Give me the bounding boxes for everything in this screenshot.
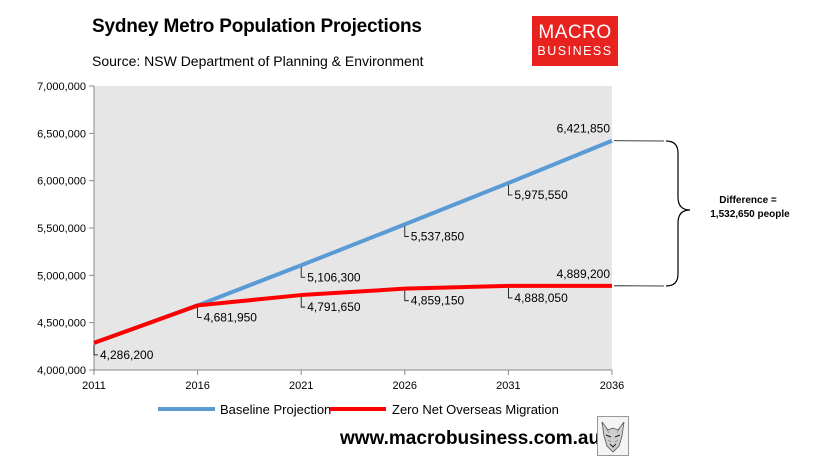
legend-label-zero-nom: Zero Net Overseas Migration: [392, 402, 559, 417]
logo-line-1: MACRO: [538, 22, 612, 43]
x-tick-label: 2031: [496, 380, 520, 392]
y-tick-label: 4,000,000: [37, 365, 86, 377]
wolf-logo-icon: [597, 416, 629, 456]
logo-line-2: BUSINESS: [537, 44, 613, 58]
zero-nom-data-label-2021-leader: [300, 297, 306, 308]
legend: Baseline Projection Zero Net Overseas Mi…: [158, 402, 559, 417]
x-tick-label: 2036: [600, 380, 624, 392]
x-tick-label: 2021: [289, 380, 313, 392]
difference-annotation-line-2: 1,532,650 people: [710, 209, 790, 220]
y-tick-label: 6,500,000: [37, 128, 86, 140]
series-layer: [93, 138, 613, 345]
website-url: www.macrobusiness.com.au: [340, 428, 601, 449]
plot-area: [94, 86, 612, 370]
legend-label-baseline: Baseline Projection: [220, 402, 331, 417]
zero-nom-data-label-2031: 4,888,050: [514, 291, 568, 305]
zero-nom-data-label-2026-leader: [404, 290, 409, 302]
zero-nom-data-label-2036: 4,889,200: [557, 267, 611, 281]
difference-annotation-line-1: Difference =: [719, 195, 777, 206]
baseline-data-label-2021: 5,106,300: [307, 270, 361, 284]
zero-nom-data-label-2011-leader: [93, 344, 98, 356]
zero-nom-data-label-2016: 4,681,950: [204, 310, 258, 324]
x-tick-label: 2016: [185, 380, 209, 392]
baseline-data-label-2031: 5,975,550: [514, 188, 568, 202]
difference-brace: [665, 140, 691, 287]
y-axis: 4,000,000 4,500,000 5,000,000 5,500,000 6,00…: [37, 81, 95, 377]
zero-nom-data-label-2026: 4,859,150: [411, 294, 465, 308]
chart-title: Sydney Metro Population Projections: [92, 16, 422, 37]
zero-nom-data-label-2016-leader: [197, 307, 202, 318]
baseline-data-label-2026: 5,537,850: [411, 229, 465, 243]
y-tick-label: 5,500,000: [37, 223, 86, 235]
y-tick-label: 6,000,000: [37, 176, 86, 188]
zero-nom-data-label-2031-leader: [508, 287, 513, 299]
x-axis: 2011 2016 2021 2026 2031 2036: [82, 369, 624, 392]
data-labels: 5,106,300 5,537,850 5,975,550 6,421,850 4,28…: [93, 122, 665, 362]
x-tick-label: 2026: [393, 380, 417, 392]
series-line-zero-nom: [93, 283, 613, 345]
baseline-data-label-2036: 6,421,850: [557, 122, 611, 136]
zero-nom-data-label-2011: 4,286,200: [100, 348, 154, 362]
y-tick-label: 7,000,000: [37, 81, 86, 93]
zero-nom-data-label-2021: 4,791,650: [307, 300, 361, 314]
y-tick-label: 4,500,000: [37, 318, 86, 330]
chart-source: Source: NSW Department of Planning & Env…: [92, 53, 424, 69]
baseline-data-label-2021-leader: [300, 267, 306, 278]
x-tick-label: 2011: [82, 380, 106, 392]
macrobusiness-logo: MACRO BUSINESS: [532, 16, 618, 66]
baseline-data-label-2031-leader: [508, 184, 513, 196]
y-tick-label: 5,000,000: [37, 270, 86, 282]
baseline-data-label-2026-leader: [404, 226, 409, 237]
